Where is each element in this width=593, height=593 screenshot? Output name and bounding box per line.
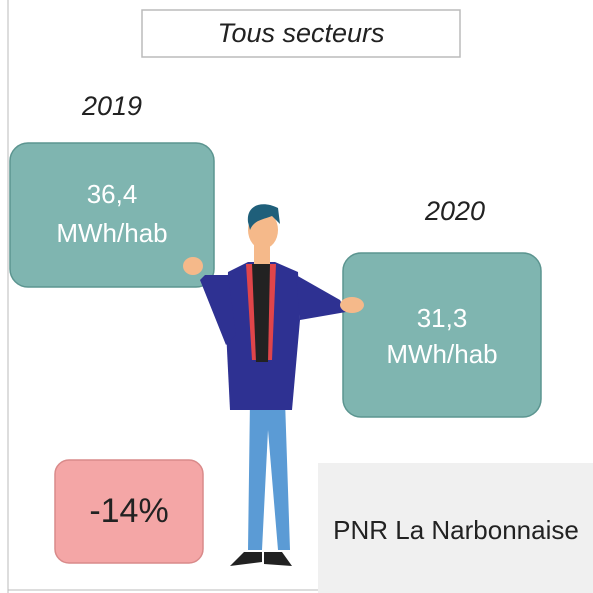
unit: MWh/hab bbox=[56, 218, 167, 248]
value: 31,3 bbox=[417, 303, 468, 333]
territory-box bbox=[318, 463, 593, 593]
change: -14% bbox=[89, 492, 168, 530]
person-illustration bbox=[183, 204, 364, 566]
unit: MWh/hab bbox=[386, 339, 497, 369]
year-label: 2020 bbox=[424, 196, 485, 226]
value-box bbox=[342, 252, 542, 418]
title: Tous secteurs bbox=[217, 18, 384, 48]
value-box bbox=[9, 142, 215, 288]
value: 36,4 bbox=[87, 179, 138, 209]
territory: PNR La Narbonnaise bbox=[333, 515, 579, 545]
change-box bbox=[54, 459, 204, 564]
title-box bbox=[141, 9, 461, 58]
year-label: 2019 bbox=[81, 91, 142, 121]
